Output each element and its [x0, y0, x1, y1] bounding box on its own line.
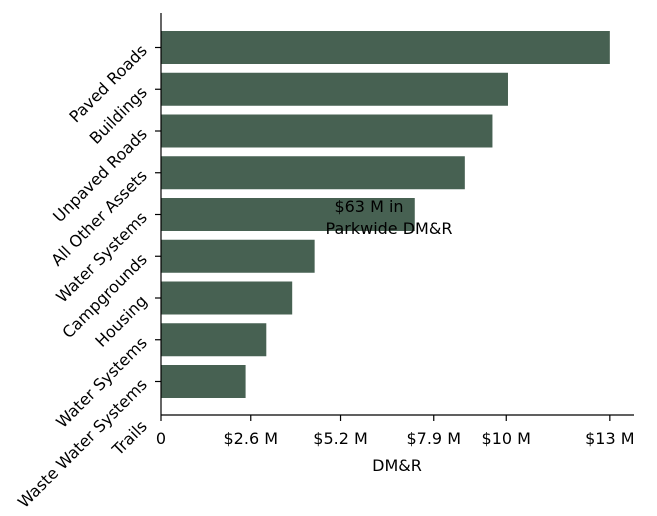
bars-group	[161, 31, 610, 398]
x-tick-label-4: $10 M	[482, 429, 531, 448]
x-tick-label-2: $5.2 M	[313, 429, 368, 448]
bar-7	[161, 323, 267, 357]
bar-5	[161, 239, 315, 273]
x-axis-label: DM&R	[372, 456, 422, 475]
bar-0	[161, 31, 610, 64]
x-tick-label-0: 0	[156, 429, 166, 448]
bar-2	[161, 114, 493, 148]
bar-6	[161, 281, 293, 315]
x-tick-label-5: $13 M	[585, 429, 634, 448]
x-tick-label-1: $2.6 M	[224, 429, 279, 448]
x-ticks-group: 0 $2.6 M $5.2 M $7.9 M $10 M $13 M	[156, 415, 635, 448]
bar-8	[161, 365, 246, 398]
bar-4	[161, 198, 415, 231]
bar-3	[161, 156, 465, 190]
annotation-line-1: $63 M in	[334, 197, 403, 216]
annotation-line-2: Parkwide DM&R	[326, 219, 453, 238]
bar-1	[161, 72, 508, 106]
x-tick-label-3: $7.9 M	[406, 429, 461, 448]
